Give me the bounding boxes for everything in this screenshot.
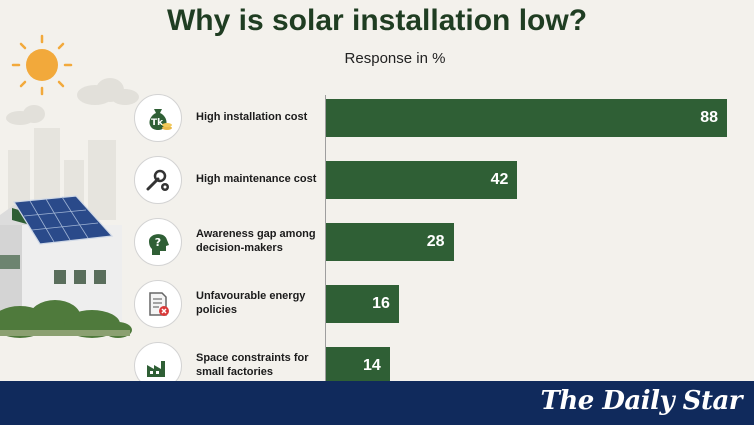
chart-subtitle: Response in % bbox=[344, 50, 446, 67]
bar: 42 bbox=[326, 161, 518, 199]
cloud-icon bbox=[6, 78, 139, 125]
svg-text:Tk: Tk bbox=[151, 118, 164, 128]
label-line: Awareness gap among bbox=[196, 227, 316, 240]
bar-value-label: 14 bbox=[362, 357, 381, 374]
bar-value-label: 42 bbox=[490, 171, 509, 188]
category-label: High installation cost bbox=[196, 94, 326, 140]
bar: 14 bbox=[326, 347, 390, 385]
category-label: High maintenance cost bbox=[196, 156, 326, 202]
bar: 16 bbox=[326, 285, 399, 323]
label-line: High installation cost bbox=[196, 110, 308, 123]
category-axis-line bbox=[325, 95, 326, 381]
label-line: Space constraints for bbox=[196, 351, 309, 364]
bar-row: Unfavourable energy policies 16 bbox=[132, 280, 742, 332]
sun-icon bbox=[11, 34, 73, 96]
bar-row: Tk High installation cost 88 bbox=[132, 94, 742, 146]
category-label: Awareness gap among decision-makers bbox=[196, 218, 326, 264]
footer-bar: The Daily Star bbox=[0, 381, 754, 425]
money-bag-icon: Tk bbox=[134, 94, 182, 142]
bar: 88 bbox=[326, 99, 727, 137]
bar-row: Space constraints for small factories 14 bbox=[132, 342, 742, 394]
bar-value-label: 28 bbox=[426, 233, 445, 250]
label-line: decision-makers bbox=[196, 242, 283, 254]
chart-title: Why is solar installation low? bbox=[166, 4, 588, 37]
bar-chart: Tk High installation cost 88 High m bbox=[132, 94, 742, 390]
bar-row: High maintenance cost 42 bbox=[132, 156, 742, 208]
bar-value-label: 16 bbox=[372, 295, 390, 312]
wrench-gear-icon bbox=[134, 156, 182, 204]
document-x-icon bbox=[134, 280, 182, 328]
category-label: Space constraints for small factories bbox=[196, 342, 326, 388]
bar-value-label: 88 bbox=[700, 109, 718, 126]
brand-logo: The Daily Star bbox=[540, 386, 743, 416]
label-line: Unfavourable energy policies bbox=[196, 289, 306, 316]
head-question-icon: ? bbox=[134, 218, 182, 266]
category-label: Unfavourable energy policies bbox=[196, 280, 326, 326]
bar: 28 bbox=[326, 223, 454, 261]
solar-panel bbox=[12, 195, 114, 245]
bar-row: ? Awareness gap among decision-makers 28 bbox=[132, 218, 742, 270]
label-line: small factories bbox=[196, 366, 274, 378]
svg-text:?: ? bbox=[155, 236, 161, 249]
label-line: High maintenance cost bbox=[196, 172, 317, 185]
